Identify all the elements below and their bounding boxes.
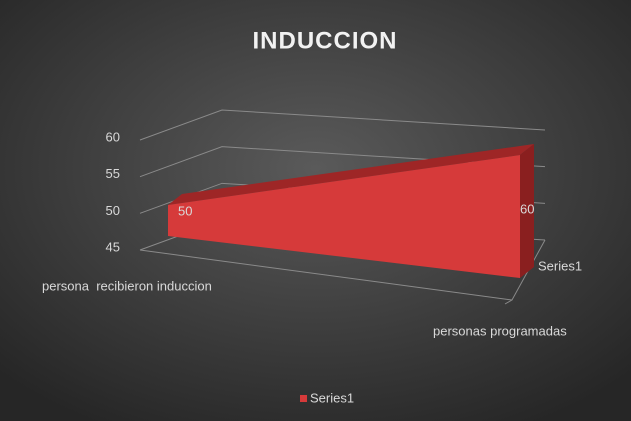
x-tick-label: personas programadas	[433, 323, 567, 338]
value-label: 50	[178, 203, 192, 218]
y-tick-label: 60	[106, 129, 120, 144]
depth-tick	[504, 299, 513, 305]
legend-swatch	[300, 395, 307, 402]
y-tick-label: 50	[106, 203, 120, 218]
value-label: 60	[520, 201, 534, 216]
y-tick-label: 55	[106, 166, 120, 181]
depth-label: Series1	[538, 258, 582, 273]
chart-title: INDUCCION	[253, 27, 398, 54]
area-front	[168, 155, 520, 278]
grid-line	[139, 109, 546, 141]
x-tick-label: persona recibieron induccion	[42, 278, 212, 293]
area-top	[168, 144, 534, 205]
area-side	[520, 144, 534, 278]
legend-label: Series1	[310, 390, 354, 405]
y-tick-label: 45	[106, 239, 120, 254]
